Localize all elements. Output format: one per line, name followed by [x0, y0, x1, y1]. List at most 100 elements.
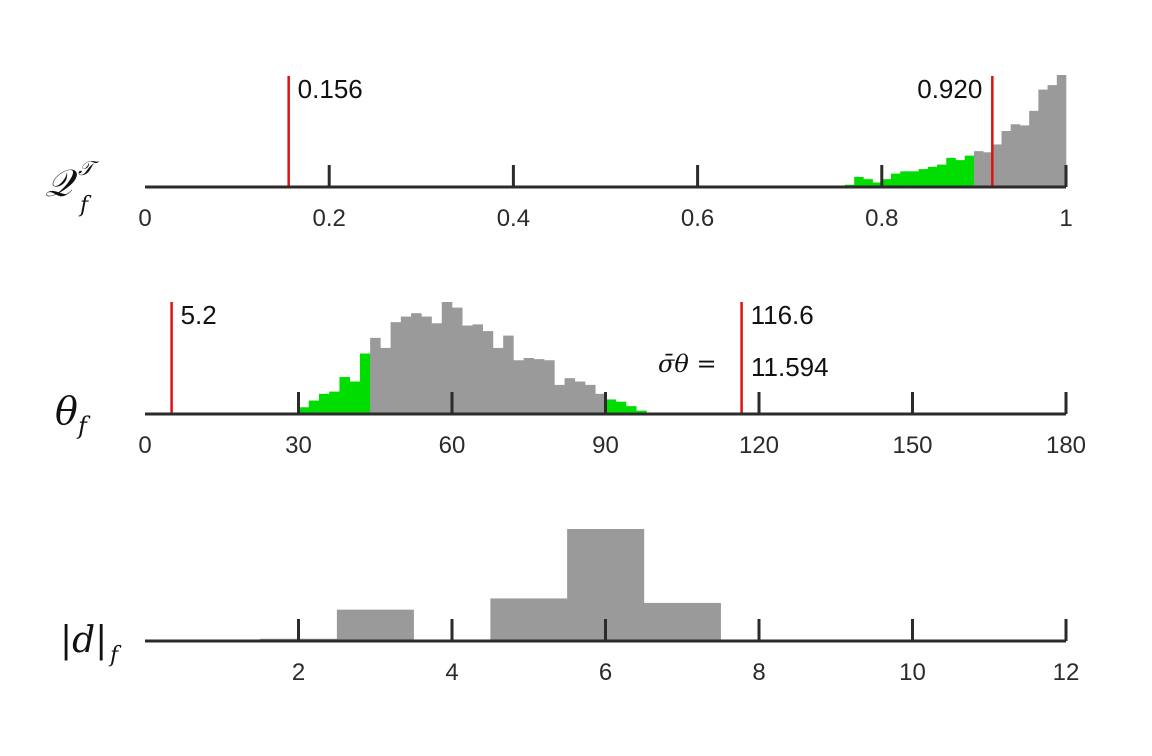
histogram-bar [585, 384, 596, 414]
histogram-bar [625, 406, 637, 414]
x-tick-label: 12 [1053, 659, 1080, 686]
reference-line-label: 0.920 [917, 74, 982, 104]
histogram-bar [462, 325, 473, 414]
histogram-bar [881, 179, 892, 187]
histogram-bar [1056, 75, 1067, 187]
histogram-bar [503, 335, 514, 414]
histogram-bar [308, 400, 320, 414]
x-tick-label: 90 [592, 432, 619, 459]
histogram-bar [544, 360, 555, 414]
histogram-bar [533, 359, 545, 414]
histogram-bar [452, 307, 463, 414]
histogram-bar [636, 410, 647, 414]
histogram-bar [359, 353, 371, 414]
histogram-bar [937, 164, 947, 187]
reference-line-label: 0.156 [298, 74, 363, 104]
histogram-bar [329, 391, 340, 414]
histogram-bar [1010, 124, 1021, 187]
histogram-bar [955, 160, 965, 187]
histogram-bar [918, 169, 929, 187]
reference-line-label: 116.6 [751, 300, 814, 330]
histogram-bar [411, 313, 422, 414]
vlines: 5.2 116.6 [170, 300, 814, 414]
panel-quality: 0.156 0.920 0 0.2 0.4 0.6 0.8 1 𝒬 𝒯 f [45, 74, 1073, 232]
reference-line-label: 5.2 [181, 300, 217, 330]
histogram-bar [554, 384, 565, 414]
panel-distance: 2 4 6 8 10 12 |d| f [60, 529, 1079, 686]
histogram-bar [1029, 110, 1039, 187]
x-tick-label: 0.8 [865, 205, 898, 232]
bars [623, 75, 1067, 187]
histogram-bar [564, 378, 576, 414]
histogram-bar [891, 173, 901, 187]
x-tick-label: 0.2 [313, 205, 346, 232]
x-tick-label: 30 [285, 432, 312, 459]
histogram-bar [1038, 89, 1048, 187]
y-axis-label-sub: f [78, 193, 92, 218]
histogram-bar [492, 347, 504, 414]
x-tick-label: 0 [138, 205, 151, 232]
histogram-bar [574, 381, 586, 414]
x-tick-label: 4 [445, 659, 458, 686]
y-axis-label: θ [55, 389, 78, 433]
histogram-bar [318, 393, 330, 414]
histogram-bar [523, 358, 535, 414]
histogram-bar [336, 609, 414, 641]
x-tick-label: 10 [899, 659, 926, 686]
bars [145, 529, 721, 641]
histogram-bar [927, 166, 938, 187]
histogram-bar [983, 152, 993, 187]
histogram-bar [863, 179, 873, 187]
ticks: 2 4 6 8 10 12 [292, 619, 1080, 686]
histogram-bar [421, 316, 432, 414]
panel-theta: 5.2 116.6 0 30 60 90 120 150 180 θ f σ̄θ = 11.5… [55, 300, 1086, 459]
histogram-bar [482, 331, 494, 414]
histogram-bar [605, 399, 617, 414]
x-tick-label: 120 [739, 432, 779, 459]
x-tick-label: 150 [892, 432, 932, 459]
histogram-bar [490, 598, 568, 641]
histogram-bar [964, 155, 975, 187]
x-tick-label: 0.4 [497, 205, 530, 232]
x-tick-label: 6 [599, 659, 612, 686]
histogram-bar [1047, 85, 1058, 187]
histogram-bar [370, 337, 381, 414]
histogram-bar [909, 171, 919, 187]
histogram-bar [431, 323, 443, 414]
histogram-bar [298, 407, 310, 414]
histogram-bar [472, 324, 483, 414]
histogram-bar [349, 381, 361, 414]
x-tick-label: 0 [138, 432, 151, 459]
x-tick-label: 180 [1046, 432, 1086, 459]
x-tick-label: 1 [1059, 205, 1072, 232]
histogram-bar [1019, 125, 1030, 187]
vlines: 0.156 0.920 [287, 74, 994, 187]
histogram-bar [380, 347, 391, 414]
histogram-bar [643, 602, 721, 641]
ticks: 0 0.2 0.4 0.6 0.8 1 [138, 165, 1073, 232]
x-tick-label: 60 [439, 432, 466, 459]
histogram-bar [441, 302, 453, 414]
histogram-bar [339, 377, 350, 414]
ticks: 0 30 60 90 120 150 180 [138, 392, 1086, 459]
y-axis-label-sub: f [76, 412, 91, 440]
y-axis-label-sup: 𝒯 [78, 156, 100, 180]
histogram-bar [400, 316, 412, 414]
x-tick-label: 8 [752, 659, 765, 686]
sigma-annotation-lhs: σ̄θ = [658, 350, 717, 378]
histogram-bar [992, 144, 1002, 187]
histogram-bar [615, 401, 627, 414]
histogram-bar [390, 322, 402, 414]
histogram-bar [854, 176, 864, 187]
y-axis-label: 𝒬 [45, 161, 78, 205]
y-axis-label: |d| [60, 620, 107, 661]
histogram-bar [973, 151, 984, 187]
histogram-bar [900, 171, 910, 187]
histogram-bar [946, 157, 956, 187]
histogram-bar [872, 182, 883, 187]
bars [278, 302, 647, 414]
x-tick-label: 0.6 [681, 205, 714, 232]
histogram-bar [1001, 131, 1012, 187]
y-axis-label-sub: f [108, 643, 122, 668]
